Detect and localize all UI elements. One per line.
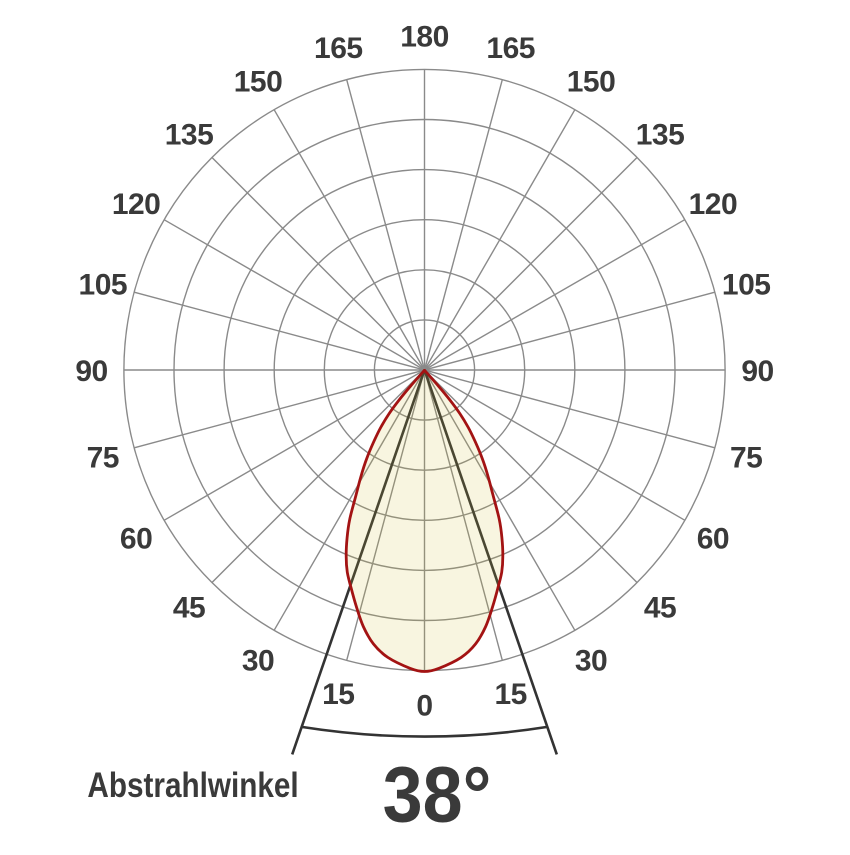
svg-text:150: 150 <box>567 65 616 98</box>
svg-text:180: 180 <box>400 21 449 54</box>
svg-text:75: 75 <box>730 442 762 475</box>
svg-text:120: 120 <box>112 188 161 221</box>
svg-text:135: 135 <box>165 119 214 152</box>
svg-text:105: 105 <box>722 268 771 301</box>
svg-text:165: 165 <box>314 32 363 65</box>
svg-text:38°: 38° <box>383 751 492 839</box>
svg-text:75: 75 <box>87 442 119 475</box>
svg-text:90: 90 <box>75 355 107 388</box>
svg-text:120: 120 <box>689 188 738 221</box>
svg-text:150: 150 <box>234 65 283 98</box>
svg-text:30: 30 <box>242 645 274 678</box>
svg-text:60: 60 <box>120 522 152 555</box>
svg-text:60: 60 <box>697 522 729 555</box>
svg-text:45: 45 <box>173 592 205 625</box>
svg-text:0: 0 <box>416 690 432 723</box>
svg-text:30: 30 <box>575 645 607 678</box>
svg-text:Abstrahlwinkel: Abstrahlwinkel <box>87 764 298 804</box>
svg-text:15: 15 <box>495 678 527 711</box>
svg-text:165: 165 <box>486 32 535 65</box>
svg-text:105: 105 <box>79 268 128 301</box>
svg-text:15: 15 <box>322 678 354 711</box>
svg-text:135: 135 <box>636 119 685 152</box>
svg-text:90: 90 <box>741 355 773 388</box>
svg-text:45: 45 <box>644 592 676 625</box>
